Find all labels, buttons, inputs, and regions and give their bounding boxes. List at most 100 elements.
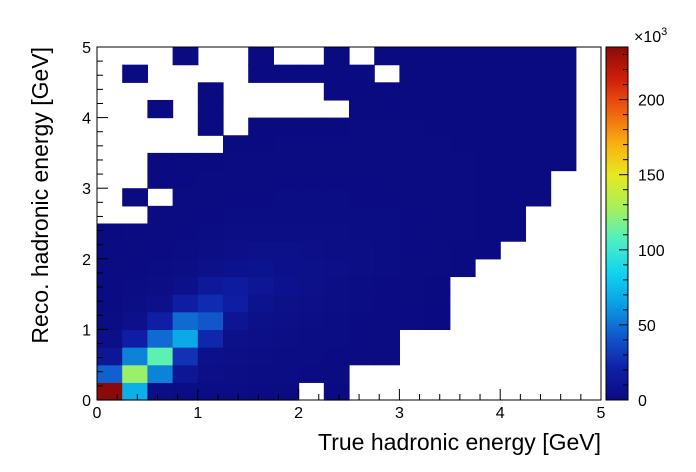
heatmap-cell [399,188,426,207]
heatmap-cell [147,347,174,366]
heatmap-cell [172,152,199,172]
heatmap-cell [273,276,300,295]
heatmap-cell [223,170,249,189]
heatmap-cell [197,294,224,313]
heatmap-cell [323,47,350,66]
heatmap-cell [349,347,375,366]
heatmap-cell [424,82,451,101]
heatmap-cell [97,382,123,401]
heatmap-cell [399,82,426,101]
heatmap-cell [223,152,249,172]
heatmap-cell [122,311,148,330]
x-tick-label: 1 [193,405,202,422]
heatmap-cell [500,188,526,207]
heatmap-cell [525,170,552,189]
heatmap-cell [122,188,148,207]
heatmap-cell [349,188,375,207]
heatmap-cell [374,311,400,330]
heatmap-cell [475,64,501,83]
heatmap-cell [550,64,577,83]
heatmap-cell [500,117,526,136]
heatmap-cell [449,170,476,189]
heatmap-cell [500,152,526,172]
heatmap-cell [122,294,148,313]
heatmap-cell [500,99,526,119]
heatmap-cell [223,382,249,401]
heatmap-cell [147,205,174,225]
heatmap-cell [172,364,199,383]
heatmap-cell [122,364,148,383]
heatmap-cell [97,329,123,348]
heatmap-cell [197,170,224,189]
heatmap-cell [424,117,451,136]
heatmap-cell [147,223,174,242]
heatmap-cell [298,64,325,83]
heatmap-cell [122,382,148,401]
heatmap-cell [223,135,249,154]
heatmap-cell [273,135,300,154]
heatmap-cell [298,241,325,260]
heatmap-cell [273,170,300,189]
x-tick-label: 5 [597,405,606,422]
heatmap-cell [349,276,375,295]
colorbar-tick-label: 0 [638,393,647,410]
heatmap-cell [374,117,400,136]
heatmap-cell [97,347,123,366]
heatmap-cell [449,241,476,260]
heatmap-cell [525,64,552,83]
heatmap-cell [323,223,350,242]
heatmap-cell [323,241,350,260]
heatmap-cell [550,99,577,119]
heatmap-cell [349,205,375,225]
heatmap-cell [449,135,476,154]
heatmap-cell [147,329,174,348]
heatmap-cell [475,241,501,260]
x-tick-label: 0 [93,405,102,422]
heatmap-cell [323,311,350,330]
heatmap-cell [273,347,300,366]
heatmap-cell [424,258,451,278]
heatmap-cell [298,364,325,383]
heatmap-cell [273,117,300,136]
x-axis-title: True hadronic energy [GeV] [318,429,601,455]
heatmap-cell [248,64,274,83]
heatmap-cell [349,329,375,348]
heatmap-cell [147,258,174,278]
heatmap-cell [500,223,526,242]
heatmap-cell [399,205,426,225]
heatmap-cell [122,258,148,278]
heatmap-cell [500,170,526,189]
heatmap-cell [399,152,426,172]
heatmap-cell [273,223,300,242]
heatmap-cell [525,47,552,66]
heatmap-cell [248,276,274,295]
heatmap-cell [147,99,174,119]
heatmap-cell [424,241,451,260]
heatmap-cell [374,294,400,313]
heatmap-cell [248,241,274,260]
heatmap-cell [223,241,249,260]
heatmap-cell [197,223,224,242]
heatmap-cell [97,223,123,242]
heatmap-cell [550,82,577,101]
heatmap-cell [525,117,552,136]
heatmap-cell [172,329,199,348]
heatmap-cell [97,276,123,295]
heatmap-cell [550,117,577,136]
heatmap-cell [273,205,300,225]
heatmap-cell [449,152,476,172]
y-tick-label: 3 [82,181,91,198]
heatmap-cell [323,382,350,401]
heatmap-cell [172,241,199,260]
heatmap-cell [374,258,400,278]
heatmap-cell [248,135,274,154]
heatmap-cell [273,258,300,278]
heatmap-cell [147,276,174,295]
heatmap-cell [273,329,300,348]
heatmap-cell [399,47,426,66]
heatmap-cell [172,258,199,278]
heatmap-cell [298,188,325,207]
heatmap-cell [550,47,577,66]
heatmap-cell [323,82,350,101]
